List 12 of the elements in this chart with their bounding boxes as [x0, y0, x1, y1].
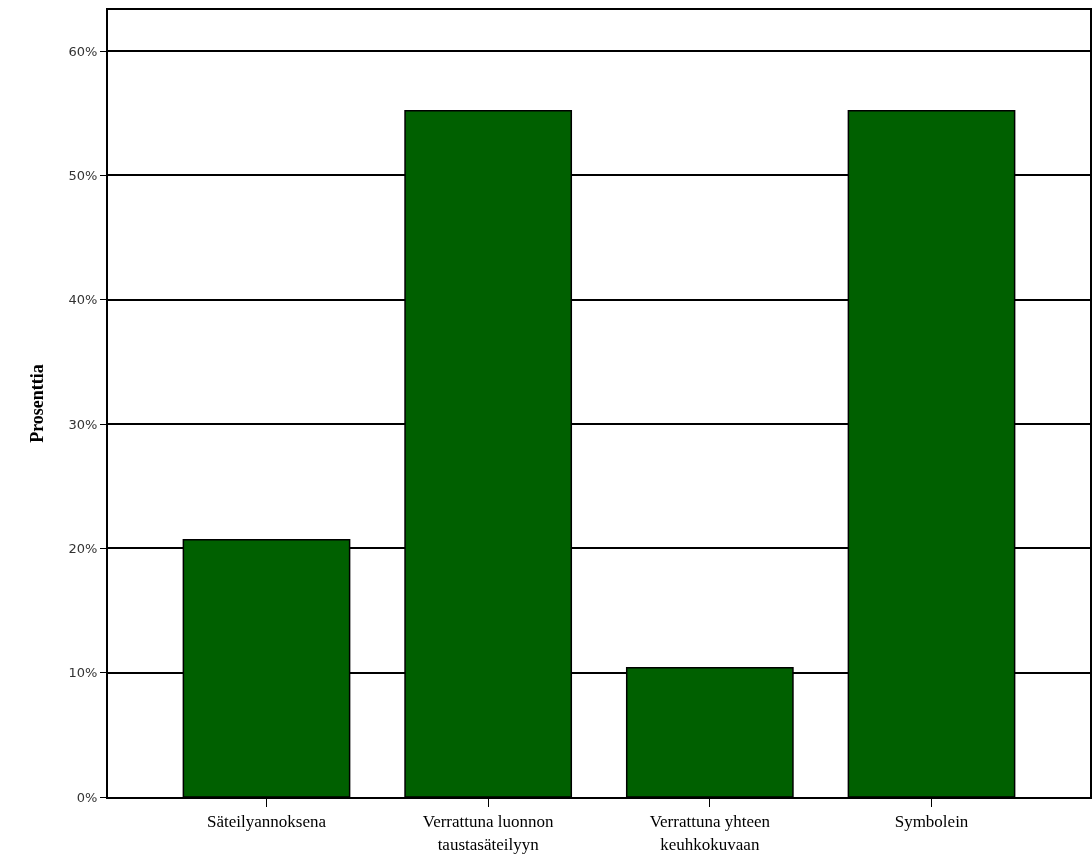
x-tick-label: Säteilyannoksena	[207, 812, 327, 832]
y-tick-label: 50%	[68, 167, 98, 183]
y-tick-label: 40%	[68, 292, 98, 308]
x-tick-label: Symbolein	[894, 812, 969, 832]
y-tick-label: 0%	[76, 789, 98, 805]
y-tick-label: 20%	[68, 540, 98, 556]
y-tick-label: 60%	[68, 43, 98, 59]
y-tick-label: 30%	[68, 416, 98, 432]
x-tick-label: Verrattuna yhteen keuhkokuvaan	[649, 812, 771, 854]
x-tick-label: Verrattuna luonnon taustasäteilyyn	[422, 812, 555, 854]
y-tick-label: 10%	[68, 665, 98, 681]
y-axis-title: Prosenttia	[27, 364, 48, 443]
